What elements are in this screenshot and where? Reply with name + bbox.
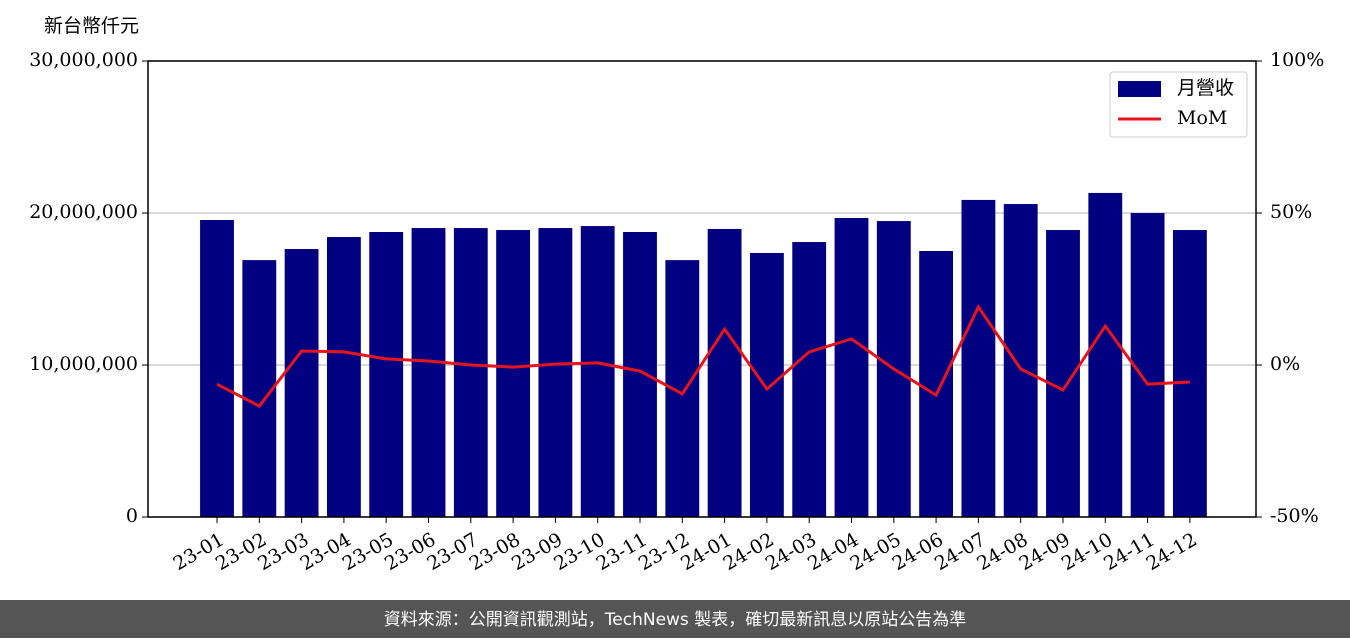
footer-bar xyxy=(0,600,1350,638)
bar xyxy=(284,249,319,518)
y-tick-label: 10,000,000 xyxy=(29,353,138,375)
bar xyxy=(1088,192,1123,517)
legend-label: MoM xyxy=(1177,107,1227,129)
bar xyxy=(496,230,531,518)
plot-frame xyxy=(147,60,1257,518)
y2-tick-label: -50% xyxy=(1270,505,1319,527)
bar xyxy=(1172,230,1207,518)
bar xyxy=(961,199,996,518)
y2-tick-label: 50% xyxy=(1270,201,1312,223)
bar xyxy=(623,232,657,517)
legend-swatch xyxy=(1118,81,1161,97)
bar xyxy=(707,228,742,517)
bar xyxy=(749,252,784,517)
y-tick-label: 20,000,000 xyxy=(29,201,138,223)
bar xyxy=(1003,204,1038,518)
legend-label: 月營收 xyxy=(1177,77,1234,99)
y-tick-label: 30,000,000 xyxy=(29,49,138,71)
bar xyxy=(242,260,277,517)
line xyxy=(216,303,1190,408)
bar xyxy=(538,228,573,517)
bar xyxy=(1130,213,1165,517)
y-tick-label: 0 xyxy=(126,505,138,527)
bar xyxy=(792,242,827,518)
y-axis-label: 新台幣仟元 xyxy=(44,15,139,37)
bar xyxy=(326,237,361,518)
bar xyxy=(411,228,446,517)
bar xyxy=(453,228,488,517)
footer: 資料來源：公開資訊觀測站，TechNews 製表，確切最新訊息以原站公告為準 xyxy=(384,610,966,630)
bar xyxy=(369,232,404,517)
bar xyxy=(834,218,869,518)
y2-tick-label: 0% xyxy=(1270,353,1300,375)
bar xyxy=(580,226,615,517)
y2-tick-label: 100% xyxy=(1270,49,1324,71)
bar xyxy=(200,219,234,517)
bar xyxy=(919,251,954,517)
